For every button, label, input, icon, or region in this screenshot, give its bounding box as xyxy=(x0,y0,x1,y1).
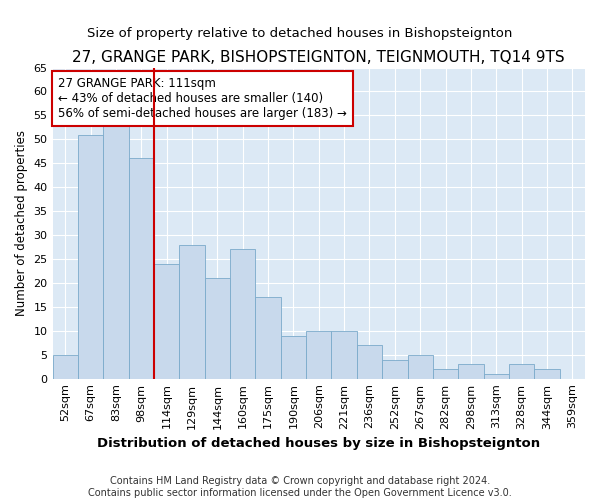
Bar xyxy=(78,134,103,378)
Bar xyxy=(357,345,382,378)
Y-axis label: Number of detached properties: Number of detached properties xyxy=(15,130,28,316)
Title: 27, GRANGE PARK, BISHOPSTEIGNTON, TEIGNMOUTH, TQ14 9TS: 27, GRANGE PARK, BISHOPSTEIGNTON, TEIGNM… xyxy=(73,50,565,65)
Bar xyxy=(53,354,78,378)
Bar xyxy=(230,250,256,378)
Text: 27 GRANGE PARK: 111sqm
← 43% of detached houses are smaller (140)
56% of semi-de: 27 GRANGE PARK: 111sqm ← 43% of detached… xyxy=(58,77,347,120)
Bar xyxy=(331,331,357,378)
X-axis label: Distribution of detached houses by size in Bishopsteignton: Distribution of detached houses by size … xyxy=(97,437,541,450)
Bar xyxy=(382,360,407,378)
Bar xyxy=(433,369,458,378)
Bar xyxy=(458,364,484,378)
Bar xyxy=(256,298,281,378)
Bar xyxy=(306,331,331,378)
Bar xyxy=(534,369,560,378)
Text: Size of property relative to detached houses in Bishopsteignton: Size of property relative to detached ho… xyxy=(88,28,512,40)
Bar xyxy=(509,364,534,378)
Bar xyxy=(103,125,128,378)
Bar xyxy=(154,264,179,378)
Bar xyxy=(281,336,306,378)
Bar xyxy=(407,354,433,378)
Bar xyxy=(179,244,205,378)
Bar xyxy=(484,374,509,378)
Bar xyxy=(128,158,154,378)
Text: Contains HM Land Registry data © Crown copyright and database right 2024.
Contai: Contains HM Land Registry data © Crown c… xyxy=(88,476,512,498)
Bar xyxy=(205,278,230,378)
